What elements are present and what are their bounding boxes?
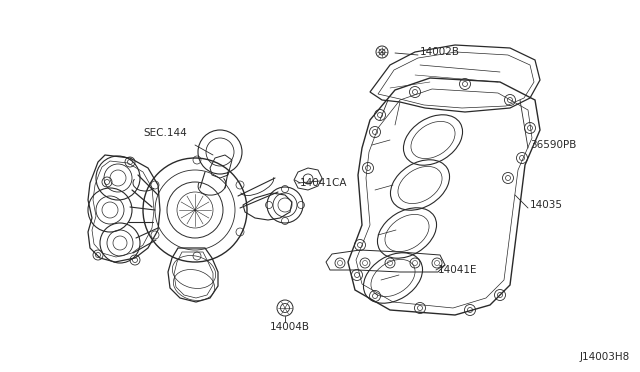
- Text: 14004B: 14004B: [270, 322, 310, 332]
- Text: 36590PB: 36590PB: [530, 140, 577, 150]
- Text: 14035: 14035: [530, 200, 563, 210]
- Text: SEC.144: SEC.144: [143, 128, 187, 138]
- Text: 14041CA: 14041CA: [300, 178, 348, 188]
- Text: 14041E: 14041E: [438, 265, 477, 275]
- Text: 14002B: 14002B: [420, 47, 460, 57]
- Text: J14003H8: J14003H8: [580, 352, 630, 362]
